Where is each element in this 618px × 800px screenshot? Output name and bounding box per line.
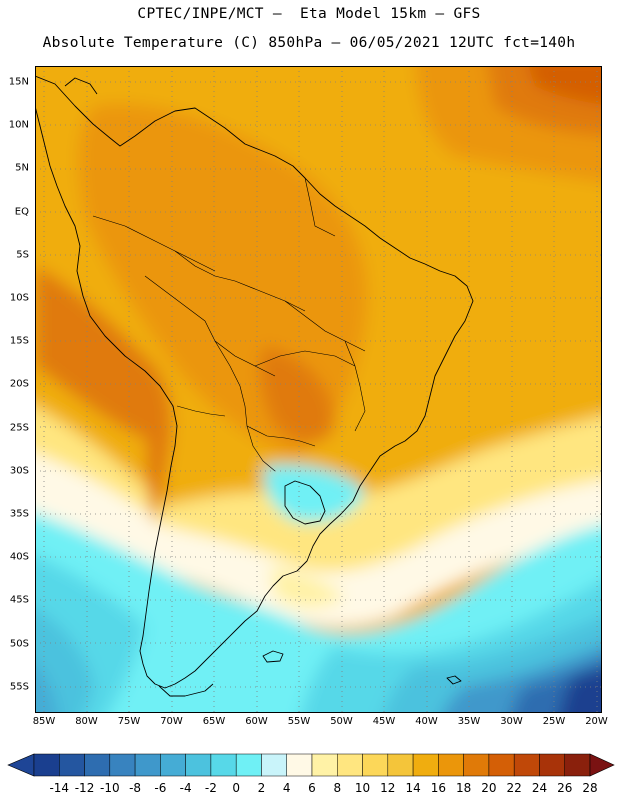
lat-label: 10S (9, 292, 29, 304)
colorbar-swatch (185, 753, 212, 777)
colorbar-swatch (109, 753, 136, 777)
map-frame (35, 66, 602, 713)
colorbar-swatch (387, 753, 414, 777)
lon-label: 45W (372, 716, 396, 727)
colorbar-label: 24 (531, 781, 548, 795)
colorbar-swatch (134, 753, 161, 777)
lat-label: 50S (9, 638, 29, 650)
title-field: Absolute Temperature (C) 850hPa – 06/05/… (42, 35, 576, 51)
colorbar-label: 14 (405, 781, 421, 795)
colorbar-label: 10 (354, 781, 371, 795)
lat-label: 45S (9, 594, 29, 606)
colorbar-swatch (438, 753, 464, 777)
lat-label: 15N (8, 76, 29, 88)
lat-label: 40S (9, 551, 29, 563)
title-model: CPTEC/INPE/MCT – Eta Model 15km – GFS (137, 6, 481, 22)
colorbar-label: 22 (506, 781, 522, 795)
colorbar-label: 20 (481, 781, 497, 795)
lon-label: 40W (415, 716, 438, 727)
lat-label: 20S (9, 378, 29, 390)
lon-label: 80W (75, 716, 98, 727)
country-borders (92, 177, 366, 472)
colorbar-swatch (261, 753, 287, 777)
colorbar-swatch (488, 753, 515, 777)
lat-label: 5N (15, 162, 29, 174)
colorbar-label: 4 (282, 781, 291, 795)
colorbar-swatch (311, 753, 338, 777)
colorbar-overflow-triangle (589, 753, 615, 777)
lat-label: 10N (8, 119, 29, 131)
colorbar-swatch (362, 753, 389, 777)
colorbar-label: -14 (49, 781, 70, 795)
colorbar-swatch (210, 753, 237, 777)
colorbar-label: 16 (430, 781, 446, 795)
colorbar-label: 12 (380, 781, 396, 795)
lon-label: 55W (287, 716, 311, 727)
colorbar (7, 753, 615, 777)
temperature-map (35, 66, 602, 713)
colorbar-label: -12 (74, 781, 95, 795)
colorbar-swatch (513, 753, 540, 777)
colorbar-swatch (33, 753, 60, 777)
colorbar-label: 0 (232, 781, 240, 795)
lon-label: 50W (330, 716, 353, 727)
temperature-field (35, 66, 602, 713)
colorbar-swatch (412, 753, 439, 777)
colorbar-label: 28 (582, 781, 598, 795)
colorbar-swatch (160, 753, 186, 777)
lat-label: 55S (9, 681, 29, 693)
lon-label: 30W (500, 716, 523, 727)
lat-label: 35S (9, 508, 29, 520)
colorbar-underflow-triangle (7, 753, 35, 777)
colorbar-swatch (59, 753, 85, 777)
lat-label: 5S (16, 249, 29, 261)
colorbar-label: 6 (308, 781, 316, 795)
lon-label: 20W (585, 716, 608, 727)
lat-label: EQ (14, 206, 29, 218)
colorbar-swatch (539, 753, 565, 777)
lon-label: 75W (117, 716, 141, 727)
colorbar-label: -4 (179, 781, 192, 795)
colorbar-swatch (286, 753, 313, 777)
lat-label: 25S (9, 422, 29, 434)
lat-label: 30S (9, 465, 29, 477)
colorbar-label: 8 (333, 781, 342, 795)
colorbar-label: -8 (129, 781, 142, 795)
colorbar-swatch (235, 753, 262, 777)
colorbar-label: -6 (154, 781, 167, 795)
lon-label: 65W (202, 716, 226, 727)
lon-label: 60W (245, 716, 268, 727)
colorbar-swatch (84, 753, 111, 777)
lon-label: 25W (542, 716, 566, 727)
lon-label: 70W (160, 716, 183, 727)
lon-label: 35W (457, 716, 481, 727)
colorbar-label: 18 (455, 781, 472, 795)
lon-label: 85W (32, 716, 56, 727)
colorbar-label: -10 (100, 781, 120, 795)
colorbar-label: 26 (557, 781, 573, 795)
map-canvas (35, 66, 602, 713)
lat-label: 15S (9, 335, 29, 347)
coastlines (35, 75, 474, 697)
colorbar-swatch (337, 753, 363, 777)
colorbar-swatch (463, 753, 490, 777)
colorbar-label: -2 (204, 781, 217, 795)
colorbar-swatch (564, 753, 591, 777)
colorbar-label: 2 (257, 781, 266, 795)
